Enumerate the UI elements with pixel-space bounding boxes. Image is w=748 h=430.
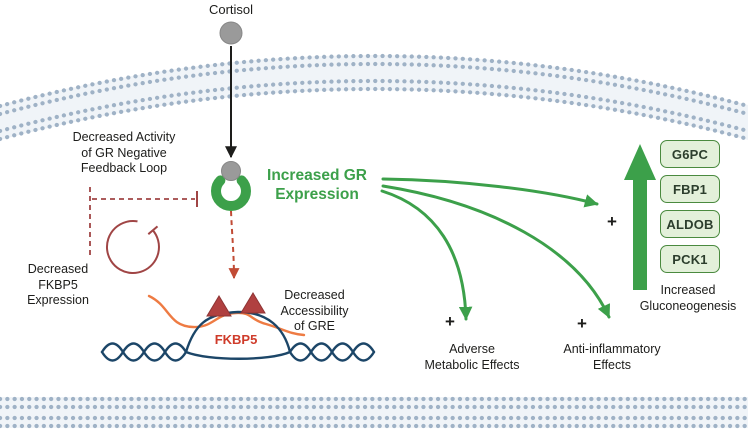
gr-to-gene-dashed-arrow — [228, 210, 240, 280]
arrow-to-adverse-metabolic — [380, 189, 473, 321]
decreased-gr-feedback-label: Decreased Activity of GR Negative Feedba… — [72, 130, 176, 175]
dna-helix — [100, 310, 376, 362]
gene-box-fbp1: FBP1 — [660, 175, 720, 203]
adverse-metabolic-label: Adverse Metabolic Effects — [424, 342, 520, 372]
fkbp5-gene-loop — [184, 310, 292, 354]
arrow-to-gluconeogenesis — [381, 177, 599, 208]
bound-cortisol-ball — [221, 161, 241, 181]
gre-site-triangles — [206, 292, 266, 317]
feedback-inhibition-lines — [89, 187, 198, 257]
gluconeogenesis-up-arrow — [624, 144, 656, 290]
cortisol-label: Cortisol — [208, 2, 254, 17]
decreased-gre-accessibility-label: Decreased Accessibility of GRE — [280, 288, 349, 333]
arrow-to-anti-inflammatory — [381, 184, 611, 319]
decreased-fkbp5-label: Decreased FKBP5 Expression — [27, 262, 89, 307]
gene-box-g6pc: G6PC — [660, 140, 720, 168]
top-plasma-membrane — [0, 53, 748, 142]
plus-sign-gluconeogenesis: + — [607, 212, 617, 231]
negative-feedback-loop-arc — [105, 220, 160, 274]
increased-gluconeogenesis-label: Increased Gluconeogenesis — [639, 283, 737, 313]
gene-box-aldob: ALDOB — [660, 210, 720, 238]
anti-inflammatory-label: Anti-inflammatory Effects — [563, 342, 661, 372]
gr-receptor — [211, 161, 251, 211]
plus-sign-anti-inflammatory: + — [577, 314, 587, 333]
bottom-membrane — [0, 396, 748, 429]
fkbp5-gene-label: FKBP5 — [214, 332, 258, 347]
effect-arrows — [380, 177, 611, 321]
increased-gr-expression-label: Increased GR Expression — [267, 167, 367, 204]
gene-box-pck1: PCK1 — [660, 245, 720, 273]
cortisol-molecule — [219, 21, 243, 45]
plus-sign-adverse: + — [445, 312, 455, 331]
